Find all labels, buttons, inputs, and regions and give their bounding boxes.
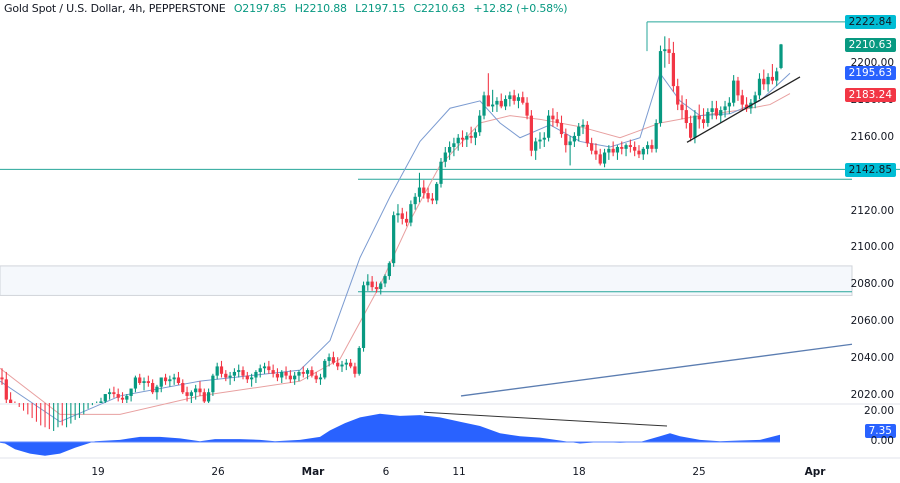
price-label: 2222.84 (844, 15, 896, 29)
oscillator-label: 20.00 (863, 405, 894, 417)
price-label: 2195.63 (844, 66, 896, 80)
price-label: 2183.24 (844, 88, 896, 102)
price-tick: 2160.00 (850, 130, 894, 143)
close-value: C2210.63 (413, 2, 466, 15)
support-zone[interactable] (0, 265, 853, 296)
oscillator-label: 7.35 (864, 424, 896, 438)
support-trendline (686, 76, 801, 143)
trendlines[interactable] (460, 76, 853, 397)
oscillator-trendline (423, 411, 668, 427)
price-tick: 2060.00 (850, 315, 894, 328)
high-value: H2210.88 (294, 2, 347, 15)
time-tick: 6 (382, 466, 390, 478)
price-label: 2142.85 (844, 163, 896, 177)
symbol-title: Gold Spot / U.S. Dollar, 4h, PEPPERSTONE (4, 2, 226, 15)
oscillator-pane (0, 411, 780, 456)
time-tick: 26 (211, 466, 225, 478)
candlesticks (0, 36, 783, 431)
time-tick: 11 (452, 466, 466, 478)
chart-legend: Gold Spot / U.S. Dollar, 4h, PEPPERSTONE… (4, 2, 568, 15)
oscillator-area (0, 413, 780, 456)
price-label: 2210.63 (844, 38, 896, 52)
axis-dividers (0, 403, 900, 459)
time-tick: Apr (804, 466, 826, 478)
time-tick: 25 (692, 466, 706, 478)
time-tick: Mar (301, 466, 325, 478)
time-tick: 19 (91, 466, 105, 478)
price-tick: 2120.00 (850, 204, 894, 217)
low-value: L2197.15 (355, 2, 406, 15)
price-tick: 2080.00 (850, 278, 894, 291)
change-value: +12.82 (+0.58%) (473, 2, 568, 15)
price-tick: 2040.00 (850, 352, 894, 365)
price-tick: 2020.00 (850, 388, 894, 401)
long-trendline (460, 343, 853, 397)
oscillator-label: 0.00 (870, 435, 894, 447)
open-value: O2197.85 (233, 2, 287, 15)
zone-rect (0, 265, 853, 296)
time-tick: 18 (572, 466, 586, 478)
price-tick: 2100.00 (850, 241, 894, 254)
